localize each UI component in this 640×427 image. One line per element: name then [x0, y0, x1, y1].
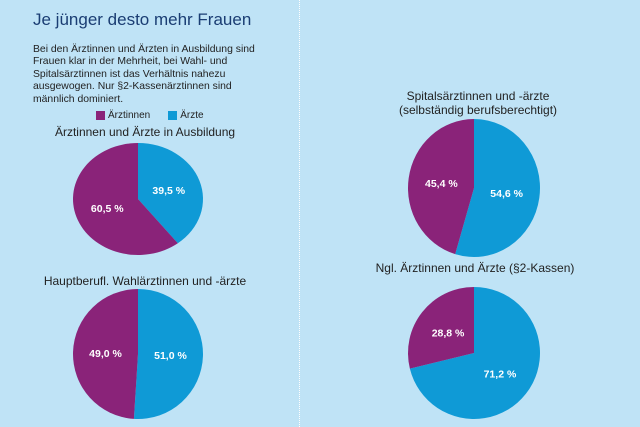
- pie-chart-kassen: 71,2 % 28,8 %: [408, 287, 540, 419]
- chart-title-spitalsaerzte: Spitalsärztinnen und -ärzte (selbständig…: [398, 89, 558, 117]
- chart-title-wahlaerzte: Hauptberufl. Wahlärztinnen und -ärzte: [43, 274, 247, 288]
- data-label-female: 60,5 %: [91, 203, 124, 215]
- slice-male: [409, 287, 540, 419]
- page-title: Je jünger desto mehr Frauen: [33, 10, 252, 29]
- data-label-male: 54,6 %: [490, 188, 523, 200]
- data-label-male: 39,5 %: [152, 185, 185, 197]
- data-label-female: 45,4 %: [425, 178, 458, 190]
- data-label-male: 51,0 %: [154, 350, 187, 362]
- slice-male: [138, 143, 203, 244]
- intro-text: Bei den Ärztinnen und Ärzten in Ausbildu…: [33, 44, 255, 105]
- legend-label-male: Ärzte: [180, 110, 204, 121]
- data-label-female: 49,0 %: [89, 348, 122, 360]
- legend: Ärztinnen Ärzte: [96, 110, 204, 121]
- data-label-male: 71,2 %: [484, 368, 517, 380]
- column-divider: [299, 0, 300, 427]
- legend-item-male: Ärzte: [168, 110, 204, 121]
- pie-chart-wahlaerzte: 51,0 % 49,0 %: [73, 289, 204, 419]
- chart-title-kassen: Ngl. Ärztinnen und Ärzte (§2-Kassen): [375, 261, 575, 275]
- legend-swatch-male: [168, 111, 178, 120]
- slice-male: [133, 289, 204, 419]
- data-label-female: 28,8 %: [432, 328, 465, 340]
- legend-label-female: Ärztinnen: [108, 110, 151, 121]
- chart-title-ausbildung: Ärztinnen und Ärzte in Ausbildung: [54, 125, 236, 139]
- pie-chart-ausbildung: 39,5 % 60,5 %: [73, 143, 203, 255]
- slice-male: [455, 119, 540, 257]
- legend-swatch-female: [96, 111, 105, 120]
- pie-chart-spitalsaerzte: 54,6 % 45,4 %: [408, 119, 540, 257]
- slice-female: [408, 119, 474, 255]
- legend-item-female: Ärztinnen: [96, 110, 150, 121]
- slice-female: [73, 289, 138, 419]
- slice-female: [408, 287, 474, 369]
- slice-female: [73, 143, 178, 255]
